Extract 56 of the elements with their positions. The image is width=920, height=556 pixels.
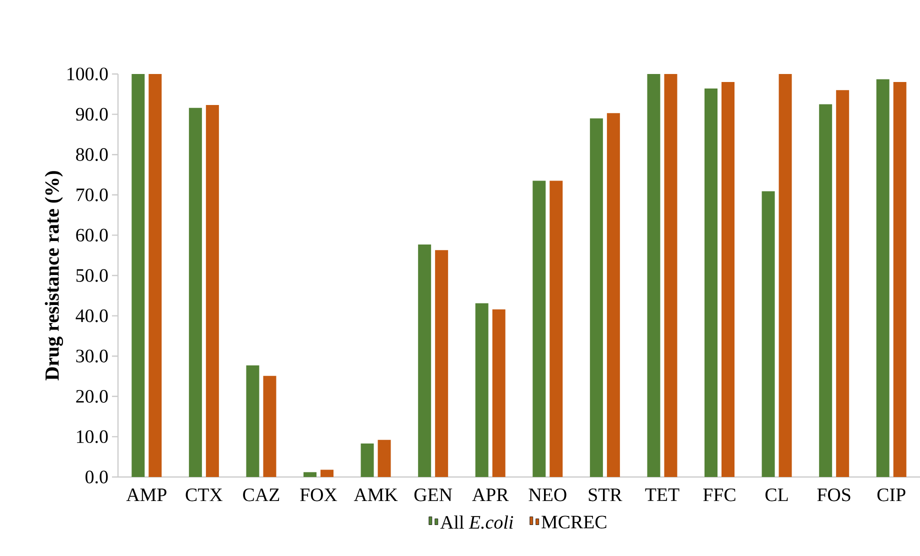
bar bbox=[492, 309, 506, 477]
x-tick-label: CTX bbox=[186, 488, 223, 502]
y-axis-title: Drug resistance rate (%) bbox=[44, 171, 64, 380]
bar bbox=[606, 113, 620, 477]
x-tick-label: CIP bbox=[877, 488, 906, 502]
x-tick-label: FFC bbox=[703, 488, 736, 502]
y-tick-label: 20.0 bbox=[76, 390, 108, 403]
x-tick-label: STR bbox=[588, 488, 622, 502]
bar bbox=[475, 303, 488, 477]
bar bbox=[378, 440, 391, 477]
y-tick-label: 40.0 bbox=[76, 309, 108, 322]
x-tick-label: TET bbox=[645, 488, 680, 501]
bar bbox=[435, 250, 448, 477]
bar bbox=[532, 180, 546, 477]
bar bbox=[148, 74, 162, 477]
bar bbox=[590, 118, 603, 477]
y-tick-label: 70.0 bbox=[76, 188, 108, 202]
y-tick-label: 80.0 bbox=[76, 148, 108, 162]
bar bbox=[893, 82, 906, 477]
y-tick-label: 10.0 bbox=[77, 430, 108, 444]
x-tick-label: FOS bbox=[817, 488, 850, 502]
y-tick-label: 30.0 bbox=[76, 350, 108, 363]
bar bbox=[647, 74, 660, 477]
x-tick-label: CAZ bbox=[243, 488, 280, 502]
bar bbox=[320, 470, 334, 477]
y-tick-label: 90.0 bbox=[76, 108, 108, 121]
legend-label: All E.coli bbox=[440, 515, 514, 529]
x-tick-label: AMK bbox=[354, 488, 398, 502]
bar bbox=[304, 472, 317, 477]
bar bbox=[704, 88, 718, 477]
bar bbox=[778, 74, 792, 477]
x-tick-label: FOX bbox=[300, 488, 338, 502]
bar bbox=[188, 108, 202, 477]
bar bbox=[876, 79, 890, 477]
bar bbox=[206, 105, 219, 477]
x-tick-label: APR bbox=[472, 488, 509, 502]
legend-label: MCREC bbox=[542, 516, 606, 528]
bar bbox=[418, 244, 432, 477]
bar bbox=[836, 90, 850, 477]
bar bbox=[550, 180, 563, 477]
bar bbox=[263, 376, 276, 477]
y-tick-label: 60.0 bbox=[76, 228, 108, 242]
bar bbox=[722, 82, 735, 477]
x-tick-label: AMP bbox=[126, 488, 166, 502]
bar bbox=[819, 104, 832, 477]
bar bbox=[246, 365, 260, 477]
x-tick-label: NEO bbox=[528, 488, 566, 502]
x-tick-label: GEN bbox=[414, 488, 452, 502]
bar bbox=[132, 74, 145, 477]
y-tick-label: 50.0 bbox=[76, 269, 108, 282]
y-tick-label: 0.0 bbox=[86, 470, 108, 484]
bar bbox=[360, 444, 374, 477]
x-tick-label: CL bbox=[765, 488, 788, 502]
bar bbox=[762, 191, 775, 477]
bar bbox=[664, 74, 678, 477]
y-tick-label: 100.0 bbox=[68, 68, 108, 80]
